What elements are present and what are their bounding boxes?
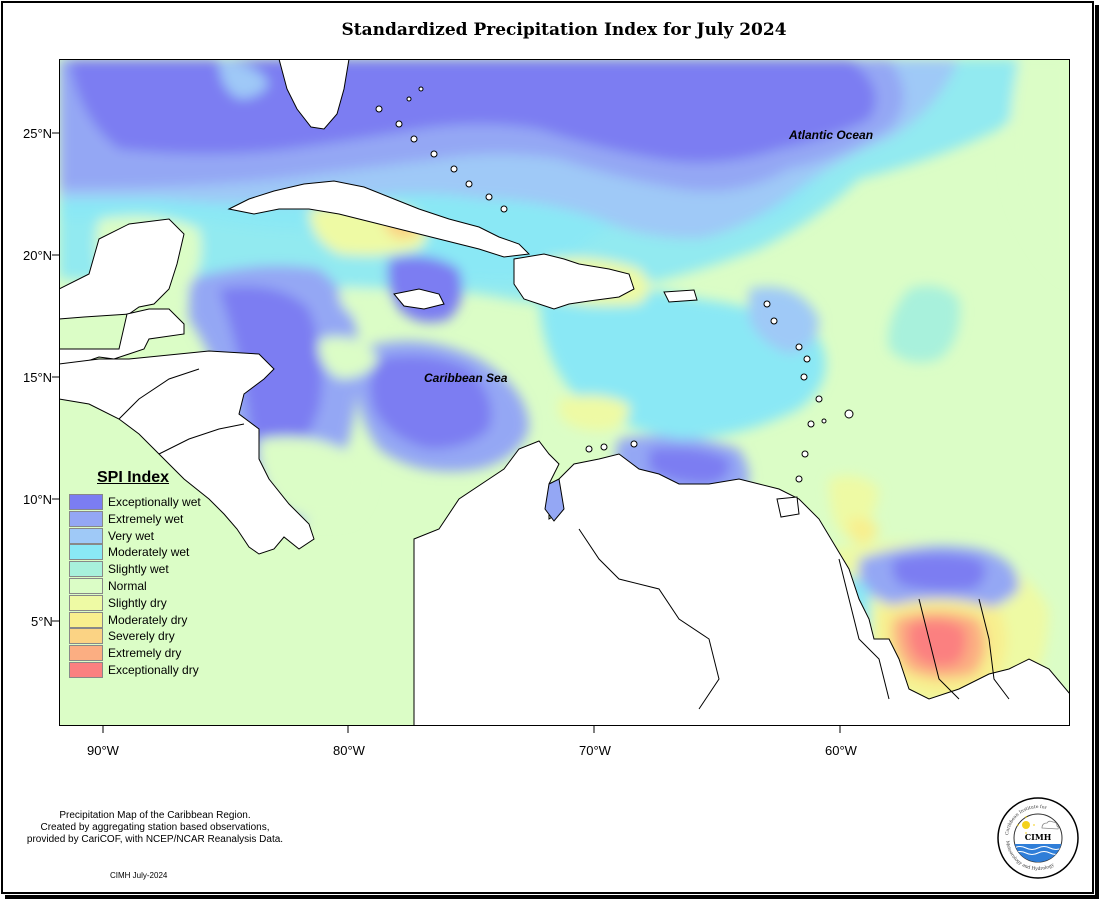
legend-swatch <box>69 594 103 611</box>
cuba-landmass <box>227 180 531 258</box>
legend-label: Exceptionally dry <box>108 663 199 677</box>
legend-swatch <box>69 645 103 662</box>
legend-item: Extremely dry <box>68 645 268 662</box>
legend-label: Moderately dry <box>108 612 188 627</box>
legend-swatch <box>69 578 103 594</box>
legend-swatch <box>69 544 103 561</box>
caribbean-sea-label: Caribbean Sea <box>424 371 508 385</box>
lon-tick-label: 80°W <box>333 743 365 758</box>
puerto-rico-landmass <box>663 289 698 303</box>
legend-swatch <box>69 494 103 510</box>
lon-tick-label: 90°W <box>87 743 119 758</box>
legend-item: Severely dry <box>68 628 268 645</box>
florida-landmass <box>278 59 350 130</box>
legend-label: Slightly wet <box>108 562 169 577</box>
legend-item: Moderately dry <box>68 611 268 629</box>
country-borders <box>118 368 1010 710</box>
legend-label: Severely dry <box>108 629 175 644</box>
logo-org-text: CIMH <box>1025 832 1052 842</box>
atlantic-ocean-label: Atlantic Ocean <box>789 128 874 142</box>
legend-label: Moderately wet <box>108 545 190 560</box>
hispaniola-landmass <box>513 253 635 310</box>
lon-tick-label: 70°W <box>579 743 611 758</box>
map-border <box>59 59 1070 726</box>
trinidad-landmass <box>776 496 800 518</box>
legend-label: Normal <box>108 579 147 593</box>
legend-item: Exceptionally dry <box>68 662 268 679</box>
legend-item: Slightly dry <box>68 594 268 612</box>
lat-tick-label: 10°N <box>23 492 53 507</box>
legend-swatch <box>69 611 103 628</box>
legend-title: SPI Index <box>97 469 170 486</box>
frame-shadow-bottom <box>5 895 1099 899</box>
legend-item: Moderately wet <box>68 544 268 561</box>
legend-label: Very wet <box>108 528 155 543</box>
legend-swatch <box>69 628 103 645</box>
spi-map <box>59 59 1070 726</box>
lat-tick-label: 15°N <box>23 370 53 385</box>
lat-tick-label: 5°N <box>31 614 53 629</box>
frame-shadow-right <box>1095 5 1099 899</box>
cimh-logo: Caribbean Institute for Meteorology and … <box>996 796 1080 880</box>
sun-icon <box>1022 821 1030 829</box>
footer-line: provided by CariCOF, with NCEP/NCAR Rean… <box>26 834 284 845</box>
legend-item: Very wet <box>68 527 268 545</box>
legend-swatch <box>69 662 103 678</box>
cloud-icon <box>1041 820 1059 830</box>
south-america-landmass <box>413 440 1070 726</box>
legend-label: Extremely wet <box>108 511 184 526</box>
legend-label: Slightly dry <box>108 595 167 610</box>
legend-item: Extremely wet <box>68 510 268 528</box>
legend-swatch <box>69 561 103 578</box>
legend-swatch <box>69 510 103 527</box>
footer-note: Precipitation Map of the Caribbean Regio… <box>0 810 310 846</box>
footer-line: Created by aggregating station based obs… <box>40 822 270 833</box>
legend-item: Slightly wet <box>68 561 268 578</box>
footer-date: CIMH July-2024 <box>110 871 168 880</box>
lake-maracaibo <box>544 478 565 522</box>
yucatan-landmass <box>59 218 185 320</box>
footer-line: Precipitation Map of the Caribbean Regio… <box>59 810 251 821</box>
legend-item: Normal <box>68 578 268 595</box>
legend-label: Exceptionally wet <box>108 495 201 509</box>
jamaica-landmass <box>393 288 445 310</box>
map-title: Standardized Precipitation Index for Jul… <box>341 20 787 40</box>
legend-label: Extremely dry <box>108 646 182 661</box>
lon-tick-label: 60°W <box>825 743 857 758</box>
lat-tick-label: 25°N <box>23 126 53 141</box>
legend-item: Exceptionally wet <box>68 494 268 511</box>
legend-swatch <box>69 527 103 544</box>
land-masses <box>59 59 1070 726</box>
lat-tick-label: 20°N <box>23 248 53 263</box>
